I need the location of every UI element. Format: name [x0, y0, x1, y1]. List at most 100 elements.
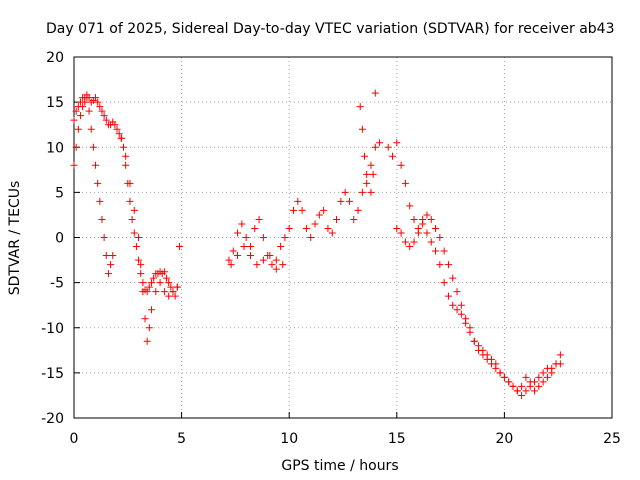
data-point	[92, 94, 100, 102]
y-axis-label: SDTVAR / TECUs	[7, 181, 23, 296]
data-point	[543, 373, 551, 381]
data-point	[496, 369, 504, 377]
data-point	[356, 103, 364, 111]
x-tick-label: 10	[280, 431, 298, 447]
y-tick-label: -20	[41, 411, 64, 427]
data-point	[479, 351, 487, 359]
data-point	[100, 234, 108, 241]
data-point	[92, 161, 100, 169]
data-point	[253, 261, 261, 269]
data-point	[337, 197, 345, 205]
data-point	[539, 369, 547, 377]
data-point	[141, 315, 149, 323]
data-point	[358, 188, 366, 196]
y-tick-label: -15	[41, 366, 64, 382]
data-point	[384, 143, 392, 151]
data-point	[76, 112, 84, 120]
data-point	[444, 261, 452, 269]
y-tick-label: 5	[55, 185, 64, 201]
data-point	[130, 206, 138, 214]
data-point	[175, 243, 183, 251]
data-point	[427, 215, 435, 223]
data-point	[79, 103, 87, 111]
data-point	[311, 220, 319, 228]
data-point	[89, 143, 97, 151]
data-point	[414, 229, 422, 237]
data-point	[354, 206, 362, 214]
data-point	[147, 306, 155, 314]
data-point	[376, 139, 384, 147]
data-point	[277, 243, 285, 251]
data-point	[453, 306, 461, 314]
data-point	[393, 139, 401, 147]
data-point	[122, 152, 130, 160]
data-point	[145, 283, 153, 291]
data-point	[341, 188, 349, 196]
data-point	[150, 274, 158, 282]
data-point	[432, 224, 440, 232]
x-axis-label: GPS time / hours	[281, 458, 398, 474]
data-point	[165, 292, 173, 300]
data-point	[109, 252, 117, 260]
data-point	[487, 360, 495, 368]
data-point	[279, 261, 287, 269]
data-point	[171, 292, 179, 300]
data-point	[363, 179, 371, 187]
data-point	[290, 206, 298, 214]
x-tick-label: 0	[70, 431, 79, 447]
data-point	[522, 373, 530, 381]
data-point	[98, 107, 106, 115]
data-point	[96, 103, 104, 111]
data-point	[345, 197, 353, 205]
data-point	[531, 387, 539, 395]
data-point	[350, 215, 358, 223]
data-point	[94, 98, 102, 106]
data-point	[139, 279, 147, 287]
data-point	[160, 288, 168, 296]
data-point	[397, 161, 405, 169]
data-point	[475, 346, 483, 354]
data-point	[83, 94, 91, 102]
data-point	[320, 206, 328, 214]
data-point	[363, 170, 371, 178]
data-point	[518, 382, 526, 390]
data-point	[152, 288, 160, 296]
data-point	[401, 179, 409, 187]
data-point	[462, 315, 470, 323]
data-point	[388, 152, 396, 160]
data-point	[531, 378, 539, 386]
data-point	[556, 360, 564, 368]
data-point	[111, 121, 119, 129]
data-point	[423, 211, 431, 219]
data-point	[307, 234, 315, 241]
data-point	[100, 112, 108, 120]
data-point	[266, 252, 274, 260]
data-point	[432, 247, 440, 255]
data-point	[70, 161, 78, 169]
x-tick-label: 15	[388, 431, 406, 447]
data-point	[227, 261, 235, 269]
data-point	[74, 125, 82, 133]
data-point	[135, 234, 143, 241]
data-point	[272, 256, 280, 264]
data-point	[436, 234, 444, 241]
data-point	[449, 274, 457, 282]
y-tick-label: -10	[41, 321, 64, 337]
data-point	[324, 224, 332, 232]
data-point	[457, 301, 465, 309]
data-point	[246, 252, 254, 260]
data-point	[240, 243, 248, 251]
data-point	[410, 215, 418, 223]
ticks: 0 5 10 15 20 25 -20 -15 -10 -5 0 5 10 15 20	[41, 50, 621, 447]
data-point	[85, 107, 93, 115]
data-point	[139, 288, 147, 296]
data-point	[449, 301, 457, 309]
data-point	[251, 224, 259, 232]
data-point	[328, 229, 336, 237]
data-point	[369, 170, 377, 178]
data-point	[259, 234, 267, 241]
data-point	[126, 197, 134, 205]
x-tick-label: 5	[177, 431, 186, 447]
data-point	[457, 310, 465, 318]
